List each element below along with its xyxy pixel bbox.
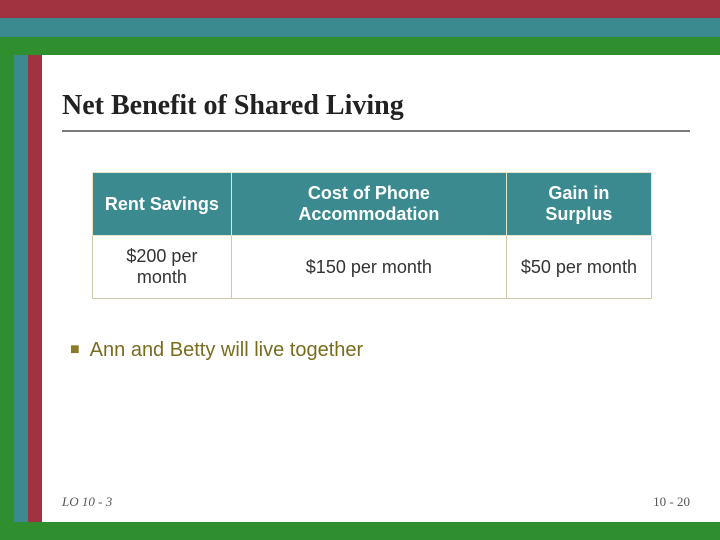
title-underline [62, 130, 690, 132]
left-band-teal [14, 0, 28, 540]
footer-left-label: LO 10 - 3 [62, 494, 112, 510]
table-header-cell: Gain in Surplus [506, 173, 651, 236]
table-row: $200 per month $150 per month $50 per mo… [93, 236, 652, 299]
bullet-icon: ■ [70, 337, 80, 363]
list-item: ■ Ann and Betty will live together [70, 337, 690, 363]
table-header-cell: Rent Savings [93, 173, 232, 236]
table-cell: $50 per month [506, 236, 651, 299]
benefit-table: Rent Savings Cost of Phone Accommodation… [92, 172, 652, 299]
left-color-band [0, 0, 42, 540]
left-band-green [0, 0, 14, 540]
table-cell: $150 per month [231, 236, 506, 299]
bullet-list: ■ Ann and Betty will live together [70, 337, 690, 363]
page-number: 10 - 20 [653, 494, 690, 510]
table-cell: $200 per month [93, 236, 232, 299]
top-band-green [0, 37, 720, 55]
slide-content: Net Benefit of Shared Living Rent Saving… [62, 90, 690, 363]
table-header-cell: Cost of Phone Accommodation [231, 173, 506, 236]
bottom-color-band [0, 522, 720, 540]
top-color-band [0, 0, 720, 55]
bullet-text: Ann and Betty will live together [90, 337, 364, 363]
top-band-maroon [0, 0, 720, 18]
left-band-maroon [28, 0, 42, 540]
table-header-row: Rent Savings Cost of Phone Accommodation… [93, 173, 652, 236]
slide-title: Net Benefit of Shared Living [62, 90, 690, 122]
top-band-teal [0, 18, 720, 36]
